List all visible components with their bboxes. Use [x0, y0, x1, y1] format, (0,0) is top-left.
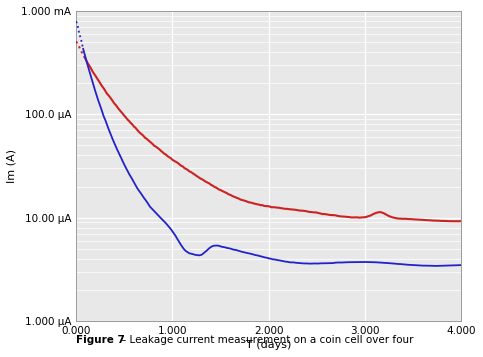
- X-axis label: T (days): T (days): [246, 340, 291, 350]
- Text: Figure 7: Figure 7: [76, 335, 125, 345]
- Y-axis label: Im (A): Im (A): [7, 149, 17, 183]
- Text: – Leakage current measurement on a coin cell over four: – Leakage current measurement on a coin …: [121, 335, 413, 345]
